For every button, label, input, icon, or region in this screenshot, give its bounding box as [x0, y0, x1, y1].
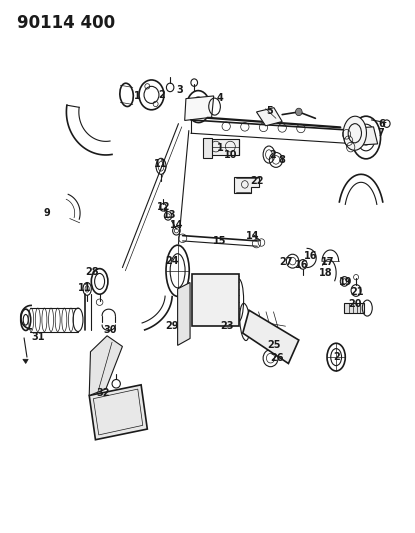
Text: 28: 28	[85, 267, 99, 277]
Text: 1: 1	[217, 143, 223, 153]
Ellipse shape	[295, 108, 302, 116]
Bar	[203, 138, 212, 158]
Text: 14: 14	[247, 231, 260, 240]
Text: 1: 1	[134, 91, 140, 101]
Text: 11: 11	[78, 283, 92, 293]
Text: 17: 17	[321, 257, 334, 267]
Text: 20: 20	[348, 299, 361, 309]
Text: 2: 2	[159, 90, 165, 100]
Text: 4: 4	[217, 93, 223, 103]
Text: 7: 7	[378, 128, 384, 138]
Text: 23: 23	[221, 321, 234, 331]
Polygon shape	[357, 127, 378, 145]
Polygon shape	[256, 108, 282, 126]
Text: 8: 8	[279, 155, 286, 165]
Text: 25: 25	[267, 341, 281, 350]
Text: 2: 2	[270, 150, 276, 159]
Polygon shape	[344, 303, 364, 313]
Text: 31: 31	[32, 332, 45, 342]
Ellipse shape	[361, 130, 371, 145]
Text: 9: 9	[43, 208, 50, 218]
Polygon shape	[243, 310, 299, 364]
Polygon shape	[178, 282, 190, 345]
Text: 29: 29	[166, 321, 179, 331]
Text: 22: 22	[251, 176, 264, 186]
Text: 14: 14	[170, 220, 183, 230]
Polygon shape	[89, 336, 122, 395]
Ellipse shape	[343, 116, 366, 150]
Text: 90114 400: 90114 400	[17, 14, 115, 32]
Bar	[208, 139, 239, 155]
Text: 24: 24	[166, 256, 179, 266]
Text: 5: 5	[266, 106, 273, 116]
Text: 27: 27	[280, 257, 293, 267]
Polygon shape	[234, 177, 259, 193]
Text: 15: 15	[213, 236, 227, 246]
Text: 6: 6	[378, 119, 385, 128]
Text: 2: 2	[333, 352, 339, 362]
Text: 13: 13	[164, 211, 177, 220]
Text: 16: 16	[295, 261, 309, 270]
Text: 19: 19	[339, 278, 352, 287]
Text: 11: 11	[154, 159, 168, 169]
Text: 18: 18	[319, 268, 332, 278]
Text: 32: 32	[96, 389, 110, 398]
Text: 30: 30	[103, 326, 117, 335]
Bar	[192, 274, 239, 326]
Text: 21: 21	[350, 287, 364, 297]
Text: 10: 10	[224, 150, 237, 159]
Polygon shape	[23, 359, 28, 364]
Text: 26: 26	[271, 353, 284, 363]
Text: 12: 12	[157, 202, 171, 212]
Polygon shape	[89, 385, 147, 440]
Polygon shape	[185, 96, 214, 120]
Text: 16: 16	[304, 251, 317, 261]
Text: 3: 3	[176, 85, 183, 94]
